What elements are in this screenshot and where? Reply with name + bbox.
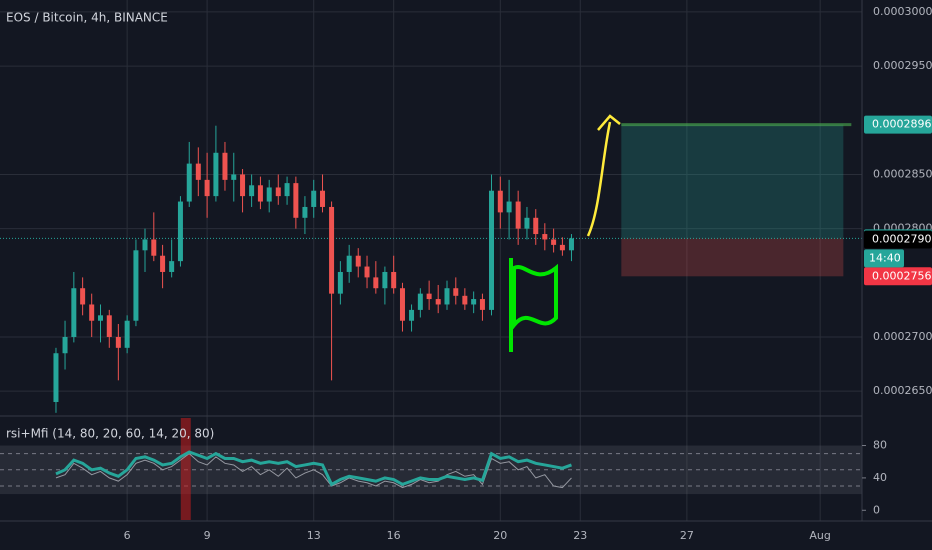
indicator-tick-label: 40 (873, 471, 887, 484)
candle-body (337, 271, 343, 294)
x-tick-label: 23 (573, 529, 587, 542)
candle-body (89, 304, 95, 321)
x-tick-label: 13 (307, 529, 321, 542)
candle-body (231, 174, 237, 180)
candle-body (249, 185, 255, 197)
drawn-flag (512, 263, 558, 331)
y-tick-label: 0.0002850 (873, 167, 932, 180)
candle-body (53, 353, 59, 402)
price-label: 0.0002896 (872, 118, 932, 131)
candle-body (444, 288, 450, 305)
candle-body (417, 293, 423, 310)
candle-body (409, 309, 415, 321)
candle-body (489, 190, 495, 310)
candle-body (453, 288, 459, 296)
candle-body (195, 163, 201, 180)
position-loss-zone (621, 238, 844, 277)
x-tick-label: 16 (387, 529, 401, 542)
candle-body (462, 295, 468, 305)
candle-body (506, 201, 512, 213)
price-label: 0.0002756 (872, 269, 932, 282)
candle-body (240, 174, 246, 197)
candle-body (568, 238, 574, 251)
candle-body (373, 277, 379, 289)
candle-body (497, 190, 503, 213)
indicator-highlight (180, 418, 191, 520)
x-tick-label: 6 (124, 529, 131, 542)
candle-body (382, 271, 388, 289)
price-label: 0.0002790 (872, 232, 932, 245)
candle-body (391, 271, 397, 289)
candle-body (471, 299, 477, 305)
chart-title: EOS / Bitcoin, 4h, BINANCE (6, 11, 168, 25)
drawn-arrowhead (597, 114, 621, 131)
price-label-box (864, 115, 932, 134)
candle-body (320, 190, 326, 207)
candle-body (346, 255, 352, 272)
countdown-box (864, 249, 904, 268)
candle-body (399, 288, 405, 321)
indicator-tick-label: 80 (873, 439, 887, 452)
candle-body (329, 206, 335, 294)
candle-body (284, 183, 290, 197)
candle-body (524, 217, 530, 229)
candle-body (479, 299, 485, 310)
price-label-box (864, 230, 932, 249)
candle-body (426, 293, 432, 300)
candle-body (515, 201, 521, 229)
candle-body (533, 217, 539, 235)
indicator-tick-label: 0 (873, 503, 880, 516)
candle-body (213, 152, 219, 197)
candle-body (257, 185, 263, 202)
candle-body (222, 152, 228, 180)
candle-body (142, 239, 148, 251)
indicator-band (0, 445, 862, 495)
y-tick-label: 0.0002650 (873, 384, 932, 397)
indicator-line (55, 450, 572, 487)
candle-body (204, 179, 210, 197)
candle-body (551, 239, 557, 245)
candle-body (266, 187, 272, 202)
y-tick-label: 0.0002950 (873, 59, 932, 72)
y-tick-label: 0.0003000 (873, 5, 932, 18)
candle-body (302, 206, 308, 218)
x-tick-label: 27 (680, 529, 694, 542)
indicator-title: rsi+Mfi (14, 80, 20, 60, 14, 20, 80) (6, 427, 214, 441)
price-label-box (864, 267, 932, 286)
candle-body (97, 315, 103, 321)
candle-body (160, 255, 166, 272)
candle-body (435, 299, 441, 305)
candle-body (71, 288, 77, 337)
x-tick-label: Aug (809, 529, 830, 542)
candle-body (293, 183, 299, 218)
x-tick-label: 9 (204, 529, 211, 542)
candle-body (80, 288, 86, 305)
candle-body (364, 266, 370, 278)
candle-body (275, 187, 281, 197)
candle-body (106, 315, 112, 337)
candle-body (177, 201, 183, 262)
candle-body (311, 190, 317, 207)
candle-body (186, 163, 192, 202)
candle-body (133, 250, 139, 321)
candle-body (115, 336, 121, 348)
candle-body (151, 239, 157, 256)
x-tick-label: 20 (493, 529, 507, 542)
candle-body (62, 336, 68, 354)
position-profit-zone (621, 124, 844, 239)
candle-body (355, 255, 361, 267)
candle-body (169, 261, 175, 272)
y-tick-label: 0.0002700 (873, 330, 932, 343)
countdown: 14:40 (869, 251, 901, 264)
candle-body (124, 320, 130, 348)
candle-body (542, 234, 548, 240)
drawn-arrow (586, 121, 612, 237)
candle-body (559, 244, 565, 251)
